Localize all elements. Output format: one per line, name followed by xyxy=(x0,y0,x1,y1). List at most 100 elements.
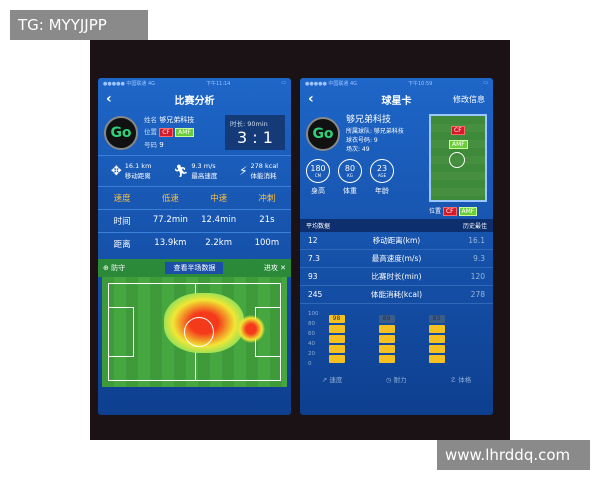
attack-tab[interactable]: 进攻 ✕ xyxy=(264,263,286,273)
bar-segment xyxy=(328,345,345,353)
avg-value: 245 xyxy=(308,290,323,299)
stat-label: 移动距离 xyxy=(124,172,151,180)
y-tick: 20 xyxy=(308,351,315,357)
cell: 时间 xyxy=(113,217,131,227)
header-cell: 低速 xyxy=(161,194,179,204)
y-tick: 0 xyxy=(308,361,312,367)
records-table: 12 移动距离(km) 16.1 7.3 最高速度(m/s) 9.3 93 比赛时长(min)… xyxy=(300,232,493,304)
avg-value: 93 xyxy=(308,272,318,281)
player-number: 9 xyxy=(159,141,164,149)
name-label: 姓名 xyxy=(144,116,157,124)
bar-segment xyxy=(378,345,395,353)
cell: 2.2km xyxy=(205,238,232,248)
jersey-number: 球衣号码: 9 xyxy=(346,137,378,144)
value: 80 xyxy=(344,164,356,173)
team: 所属球队: 够兄弟科技 xyxy=(346,128,404,135)
back-icon[interactable]: ‹ xyxy=(106,91,112,107)
stat-speed: 🏃︎ 9.3 m/s 最高速度 xyxy=(173,162,217,180)
close-icon[interactable]: ✕ xyxy=(280,264,286,272)
time: 下午11:14 xyxy=(205,81,231,87)
status-bar: ●●●●● 中国联通 4G 下午11:14 ▭ xyxy=(98,78,291,88)
bar: 89 xyxy=(378,315,395,363)
stat-label: 最高速度 xyxy=(191,172,218,180)
lightning-icon: ⚡︎ xyxy=(239,164,248,178)
best-value: 16.1 xyxy=(468,236,485,245)
attack-label: 进攻 xyxy=(263,264,278,272)
bar-name: 耐力 xyxy=(393,376,407,384)
table-row: 距离 13.9km 2.2km 100m xyxy=(98,232,291,255)
position-marker-cf: CF xyxy=(451,126,465,135)
stat-calories: ⚡︎ 278 kcal 体能消耗 xyxy=(239,162,278,180)
bar-segment: 83 xyxy=(428,315,445,323)
record-name: 比赛时长(min) xyxy=(371,272,422,281)
bar-segment: 89 xyxy=(378,315,395,323)
speed-table-header: 速度 低速 中速 冲刺 xyxy=(98,186,291,209)
player-name: 够兄弟科技 xyxy=(346,115,392,125)
label: 体重 xyxy=(343,187,357,195)
move-icon: ✥ xyxy=(110,163,122,179)
best-label: 历史最佳 xyxy=(462,223,487,230)
age-stat: 23 AGE 年龄 xyxy=(370,159,394,196)
avg-value: 7.3 xyxy=(308,254,320,263)
position-badge-amf: AMF xyxy=(458,207,478,216)
avatar: Go xyxy=(306,117,340,151)
half-field-data-button[interactable]: 查看半场数据 xyxy=(165,262,224,274)
defend-tab[interactable]: ⊕ 防守 xyxy=(103,264,126,272)
carrier: ●●●●● 中国联通 4G xyxy=(103,81,156,87)
best-value: 120 xyxy=(470,272,485,281)
y-tick: 100 xyxy=(308,311,319,317)
watermark-top: TG: MYYJJPP xyxy=(10,10,148,40)
stat-value: 16.1 km xyxy=(124,162,152,170)
cell: 距离 xyxy=(113,240,131,250)
position-badge-cf: CF xyxy=(159,128,173,137)
bar-name: 速度 xyxy=(329,376,343,384)
avg-value: 12 xyxy=(308,236,318,245)
back-icon[interactable]: ‹ xyxy=(308,91,314,107)
physique-label: ☡ 体格 xyxy=(450,376,472,384)
bar-segment xyxy=(378,355,395,363)
bar-segment xyxy=(328,355,345,363)
value: 23 xyxy=(376,164,388,173)
duration: 时长: 90min xyxy=(230,120,268,128)
record-name: 体能消耗(kcal) xyxy=(371,290,422,299)
header-cell: 中速 xyxy=(210,194,228,204)
position-label: 位置 xyxy=(144,128,157,136)
value: 180 xyxy=(310,164,326,173)
label: 年龄 xyxy=(375,187,389,195)
edit-info-button[interactable]: 修改信息 xyxy=(453,94,485,104)
rating-chart: 100 80 60 40 20 0 98 89 83 xyxy=(300,304,493,368)
position-marker-amf: AMF xyxy=(449,140,468,149)
number-label: 号码 xyxy=(144,141,157,149)
stamina-label: ◷ 耐力 xyxy=(385,376,407,384)
cell: 100m xyxy=(254,238,280,248)
header-cell: 速度 xyxy=(113,194,131,204)
watermark-bottom: www.lhrddq.com xyxy=(437,440,590,470)
best-value: 9.3 xyxy=(473,254,485,263)
unit: KG xyxy=(347,173,353,178)
bar-segment: 98 xyxy=(328,315,345,323)
record-row: 12 移动距离(km) 16.1 xyxy=(300,232,493,250)
y-tick: 60 xyxy=(308,331,315,337)
player-card-screen: ●●●●● 中国联通 4G 下午10:59 ▭ ‹ 球星卡 修改信息 Go 够兄弟科技所… xyxy=(300,78,493,415)
heatmap-blob xyxy=(237,315,265,343)
avatar: Go xyxy=(104,115,138,150)
heatmap-pitch xyxy=(102,277,287,387)
stat-value: 278 kcal xyxy=(250,162,279,170)
position-badge-amf: AMF xyxy=(175,128,194,137)
cell: 12.4min xyxy=(201,215,237,225)
header-cell: 冲刺 xyxy=(258,194,276,204)
page-title: 球星卡 xyxy=(381,95,412,107)
carrier: ●●●●● 中国联通 4G xyxy=(305,81,358,87)
y-tick: 40 xyxy=(308,341,315,347)
match-analysis-screen: ●●●●● 中国联通 4G 下午11:14 ▭ ‹ 比赛分析 Go 姓名 够兄弟科技 … xyxy=(98,78,291,415)
label: 身高 xyxy=(311,187,325,195)
y-tick: 80 xyxy=(308,321,315,327)
best-value: 278 xyxy=(470,290,485,299)
average-label: 平均数据 xyxy=(306,223,331,230)
score: 3 : 1 xyxy=(237,128,273,147)
bar: 83 xyxy=(428,315,445,363)
record-row: 93 比赛时长(min) 120 xyxy=(300,268,493,286)
bar-segment xyxy=(428,355,445,363)
battery-icon: ▭ xyxy=(281,80,286,86)
bar-segment xyxy=(428,325,445,333)
